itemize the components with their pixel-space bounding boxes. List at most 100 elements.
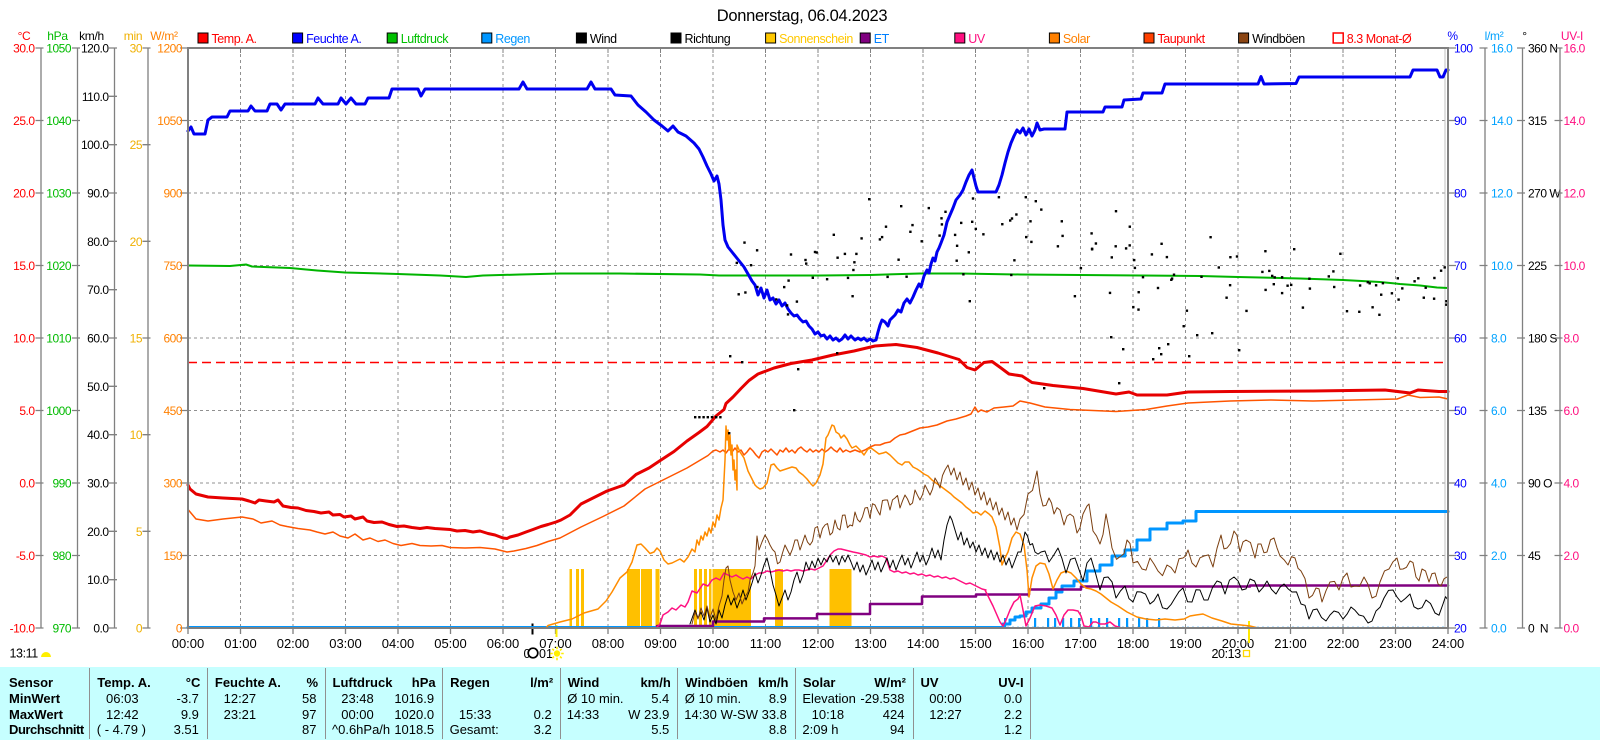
- svg-text:18:00: 18:00: [1117, 636, 1150, 651]
- svg-text:80.0: 80.0: [87, 235, 109, 249]
- svg-text:1050: 1050: [157, 114, 183, 128]
- svg-text:10.0: 10.0: [1564, 259, 1586, 273]
- svg-text:90 O: 90 O: [1528, 477, 1552, 491]
- svg-text:2.0: 2.0: [1491, 549, 1507, 563]
- svg-text:02:00: 02:00: [277, 636, 310, 651]
- svg-text:10.0: 10.0: [87, 573, 109, 587]
- svg-text:24:00: 24:00: [1432, 636, 1465, 651]
- svg-text:25.0: 25.0: [13, 114, 35, 128]
- svg-text:11:00: 11:00: [750, 636, 782, 651]
- svg-text:300: 300: [163, 477, 182, 491]
- svg-text:06:00: 06:00: [487, 636, 520, 651]
- svg-text:14:00: 14:00: [907, 636, 940, 651]
- svg-text:15: 15: [130, 332, 143, 346]
- svg-text:750: 750: [163, 259, 182, 273]
- svg-text:0: 0: [524, 647, 531, 661]
- svg-text:Solar: Solar: [1063, 32, 1090, 46]
- svg-text:0: 0: [136, 622, 143, 636]
- svg-text:20.0: 20.0: [87, 525, 109, 539]
- svg-text:450: 450: [163, 404, 182, 418]
- svg-text:150: 150: [163, 549, 182, 563]
- svg-text:10:00: 10:00: [697, 636, 730, 651]
- svg-text:15:00: 15:00: [959, 636, 992, 651]
- svg-text:20.0: 20.0: [13, 187, 35, 201]
- svg-text:1000: 1000: [46, 404, 72, 418]
- svg-text:Richtung: Richtung: [685, 32, 731, 46]
- svg-text:Temp. A.: Temp. A.: [212, 32, 257, 46]
- svg-text:Taupunkt: Taupunkt: [1158, 32, 1206, 46]
- svg-text:03:00: 03:00: [329, 636, 362, 651]
- svg-text:225: 225: [1528, 259, 1547, 273]
- svg-text:80: 80: [1454, 187, 1467, 201]
- svg-text:110.0: 110.0: [82, 90, 109, 104]
- svg-text:Wind: Wind: [590, 32, 617, 46]
- svg-text:8.3 Monat-Ø: 8.3 Monat-Ø: [1347, 32, 1412, 46]
- svg-text:Feuchte A.: Feuchte A.: [306, 32, 361, 46]
- svg-text:40.0: 40.0: [87, 428, 109, 442]
- svg-text:04:00: 04:00: [382, 636, 415, 651]
- svg-text:360 N: 360 N: [1528, 42, 1558, 56]
- svg-text:100.0: 100.0: [81, 138, 109, 152]
- svg-text:°C: °C: [18, 29, 31, 43]
- svg-text:00:00: 00:00: [172, 636, 205, 651]
- svg-text:l/m²: l/m²: [1485, 29, 1504, 43]
- svg-text:19:00: 19:00: [1169, 636, 1202, 651]
- svg-text:12:00: 12:00: [802, 636, 835, 651]
- svg-text:70: 70: [1454, 259, 1467, 273]
- svg-text:16:00: 16:00: [1012, 636, 1045, 651]
- svg-text:05:00: 05:00: [434, 636, 467, 651]
- svg-text:5: 5: [136, 525, 143, 539]
- svg-text:990: 990: [52, 477, 71, 491]
- svg-text:20: 20: [1454, 622, 1467, 636]
- svg-text:12.0: 12.0: [1564, 187, 1586, 201]
- svg-text:22:00: 22:00: [1327, 636, 1360, 651]
- svg-text:600: 600: [163, 332, 182, 346]
- svg-text:6.0: 6.0: [1491, 404, 1507, 418]
- svg-text:%: %: [1447, 29, 1458, 43]
- svg-text:min: min: [124, 29, 142, 43]
- svg-text:40: 40: [1454, 477, 1467, 491]
- svg-text:Windböen: Windböen: [1252, 32, 1305, 46]
- svg-text:1020: 1020: [46, 259, 72, 273]
- svg-text:08:00: 08:00: [592, 636, 625, 651]
- svg-text:180 S: 180 S: [1528, 332, 1557, 346]
- svg-text:0 N: 0 N: [1528, 622, 1548, 636]
- svg-text:1200: 1200: [157, 42, 183, 56]
- svg-text:10.0: 10.0: [1491, 259, 1513, 273]
- svg-text:5.0: 5.0: [19, 404, 35, 418]
- svg-text:16.0: 16.0: [1491, 42, 1513, 56]
- svg-text:2.0: 2.0: [1564, 549, 1580, 563]
- svg-text:W/m²: W/m²: [150, 29, 178, 43]
- svg-text:1040: 1040: [46, 114, 72, 128]
- svg-text:90: 90: [1454, 114, 1467, 128]
- svg-text:17:00: 17:00: [1064, 636, 1097, 651]
- svg-text:1030: 1030: [46, 187, 72, 201]
- svg-text:20: 20: [130, 235, 143, 249]
- svg-text:1050: 1050: [46, 42, 72, 56]
- svg-text:14.0: 14.0: [1491, 114, 1513, 128]
- svg-text:Luftdruck: Luftdruck: [401, 32, 450, 46]
- svg-text:13:00: 13:00: [854, 636, 887, 651]
- svg-text:UV-I: UV-I: [1561, 29, 1583, 43]
- svg-text:20:00: 20:00: [1222, 636, 1255, 651]
- svg-text:0.0: 0.0: [19, 477, 35, 491]
- svg-text:15.0: 15.0: [13, 259, 35, 273]
- svg-text:6.0: 6.0: [1564, 404, 1580, 418]
- svg-text:0: 0: [176, 622, 183, 636]
- svg-text:21:00: 21:00: [1274, 636, 1307, 651]
- svg-text:135: 135: [1528, 404, 1547, 418]
- svg-text:Regen: Regen: [495, 32, 530, 46]
- svg-text:60: 60: [1454, 332, 1467, 346]
- svg-text:900: 900: [163, 187, 182, 201]
- svg-text:60.0: 60.0: [87, 332, 109, 346]
- svg-text:Sonnenschein: Sonnenschein: [779, 32, 853, 46]
- svg-text:270 W: 270 W: [1528, 187, 1561, 201]
- svg-text:8.0: 8.0: [1491, 332, 1507, 346]
- svg-text:13:11: 13:11: [10, 647, 39, 661]
- svg-text:12.0: 12.0: [1491, 187, 1513, 201]
- svg-text:ET: ET: [874, 32, 890, 46]
- svg-text:8.0: 8.0: [1564, 332, 1580, 346]
- svg-text:970: 970: [52, 622, 71, 636]
- svg-text:-5.0: -5.0: [16, 549, 36, 563]
- svg-text:30: 30: [1454, 549, 1467, 563]
